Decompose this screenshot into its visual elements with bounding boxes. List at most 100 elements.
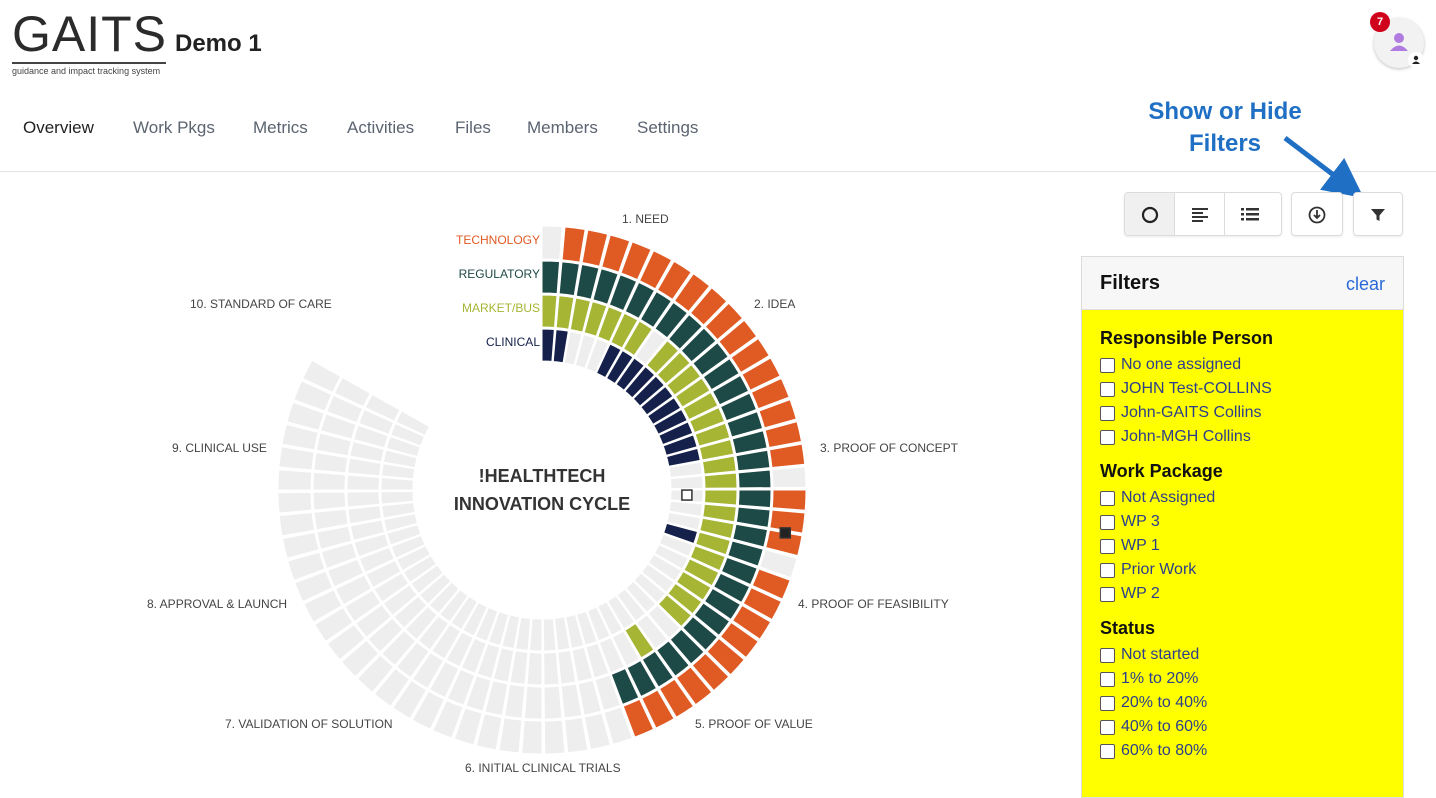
cycle-segment[interactable] <box>693 602 731 637</box>
cycle-segment[interactable] <box>386 524 422 546</box>
cycle-segment[interactable] <box>719 392 758 422</box>
cycle-segment[interactable] <box>605 349 634 385</box>
cycle-segment[interactable] <box>585 338 610 374</box>
cycle-segment[interactable] <box>462 601 489 637</box>
cycle-segment[interactable] <box>768 443 806 469</box>
cycle-segment[interactable] <box>597 306 624 343</box>
cycle-segment[interactable] <box>576 610 598 646</box>
cycle-segment[interactable] <box>560 683 583 719</box>
cycle-segment[interactable] <box>647 553 683 582</box>
list-view-button[interactable] <box>1225 193 1275 235</box>
cycle-segment[interactable] <box>674 377 711 408</box>
cycle-segment[interactable] <box>523 685 543 720</box>
cycle-segment[interactable] <box>682 391 719 421</box>
cycle-segment[interactable] <box>541 328 555 362</box>
cycle-segment[interactable] <box>758 399 797 429</box>
cycle-segment[interactable] <box>543 651 560 686</box>
cycle-segment[interactable] <box>711 374 750 406</box>
cycle-segment[interactable] <box>432 699 464 739</box>
cycle-segment[interactable] <box>611 630 641 667</box>
cycle-segment[interactable] <box>662 434 698 456</box>
cycle-segment[interactable] <box>641 650 675 688</box>
cycle-segment[interactable] <box>625 580 657 613</box>
cycle-segment[interactable] <box>340 639 380 678</box>
cycle-segment[interactable] <box>703 472 738 489</box>
cycle-segment[interactable] <box>698 438 735 461</box>
cycle-segment[interactable] <box>667 582 703 615</box>
cycle-segment[interactable] <box>737 489 772 509</box>
stage-label-5[interactable]: 5. PROOF OF VALUE <box>695 717 813 731</box>
cycle-segment[interactable] <box>358 546 395 574</box>
stage-label-4[interactable]: 4. PROOF OF FEASIBILITY <box>798 597 949 611</box>
cycle-segment[interactable] <box>638 250 673 290</box>
cycle-segment[interactable] <box>719 621 759 659</box>
cycle-segment[interactable] <box>647 604 681 639</box>
tab-metrics[interactable]: Metrics <box>253 118 308 137</box>
cycle-segment[interactable] <box>771 489 807 511</box>
notification-badge[interactable]: 7 <box>1370 12 1390 32</box>
filter-option[interactable]: Not Assigned <box>1100 486 1403 510</box>
cycle-segment[interactable] <box>541 294 558 329</box>
cycle-segment[interactable] <box>646 396 682 426</box>
cycle-segment[interactable] <box>675 666 713 706</box>
cycle-segment[interactable] <box>312 471 347 491</box>
cycle-segment[interactable] <box>561 226 586 263</box>
cycle-segment[interactable] <box>691 652 730 692</box>
checkbox[interactable] <box>1100 743 1115 759</box>
cycle-segment[interactable] <box>411 651 445 690</box>
cycle-segment[interactable] <box>689 287 728 326</box>
cycle-segment[interactable] <box>666 363 702 396</box>
cycle-segment[interactable] <box>356 654 395 693</box>
cycle-segment[interactable] <box>603 706 633 745</box>
cycle-segment[interactable] <box>646 339 680 375</box>
cycle-segment[interactable] <box>555 295 575 330</box>
cycle-segment[interactable] <box>606 594 636 630</box>
cycle-segment[interactable] <box>701 455 737 475</box>
cycle-segment[interactable] <box>383 513 419 533</box>
filter-option[interactable]: 40% to 60% <box>1100 715 1403 739</box>
stage-label-6[interactable]: 6. INITIAL CLINICAL TRIALS <box>465 761 621 775</box>
checkbox[interactable] <box>1100 719 1115 735</box>
download-button[interactable] <box>1292 193 1342 235</box>
cycle-segment[interactable] <box>515 616 532 651</box>
cycle-segment[interactable] <box>381 630 417 667</box>
cycle-segment[interactable] <box>639 290 673 329</box>
cycle-segment[interactable] <box>529 618 543 652</box>
cycle-segment[interactable] <box>334 574 373 606</box>
cycle-segment[interactable] <box>542 617 557 652</box>
tab-settings[interactable]: Settings <box>637 118 699 137</box>
stage-label-7[interactable]: 7. VALIDATION OF SOLUTION <box>225 717 393 731</box>
cycle-segment[interactable] <box>732 523 769 548</box>
cycle-segment[interactable] <box>610 312 639 349</box>
cycle-segment[interactable] <box>654 301 689 339</box>
cycle-segment[interactable] <box>393 595 428 629</box>
cycle-segment[interactable] <box>595 343 622 379</box>
cycle-segment[interactable] <box>428 660 460 699</box>
cycle-segment[interactable] <box>543 685 563 720</box>
filter-option[interactable]: JOHN Test-COLLINS <box>1100 377 1403 401</box>
filter-option[interactable]: 20% to 40% <box>1100 691 1403 715</box>
cycle-segment[interactable] <box>633 572 667 604</box>
cycle-segment[interactable] <box>346 474 381 491</box>
cycle-segment[interactable] <box>293 380 333 412</box>
cycle-segment[interactable] <box>313 508 349 531</box>
cycle-segment[interactable] <box>640 563 675 593</box>
cycle-segment[interactable] <box>569 297 592 333</box>
cycle-segment[interactable] <box>382 449 418 469</box>
cycle-segment[interactable] <box>712 572 751 604</box>
cycle-segment[interactable] <box>765 529 803 557</box>
cycle-segment[interactable] <box>658 421 694 446</box>
cycle-segment[interactable] <box>622 698 655 738</box>
stage-label-8[interactable]: 8. APPROVAL & LAUNCH <box>147 597 287 611</box>
cycle-segment[interactable] <box>326 394 364 424</box>
cycle-segment[interactable] <box>695 531 731 556</box>
cycle-segment[interactable] <box>476 643 501 679</box>
cycle-segment[interactable] <box>278 446 315 471</box>
cycle-segment[interactable] <box>632 375 665 407</box>
cycle-segment[interactable] <box>656 260 692 301</box>
cycle-segment[interactable] <box>355 603 392 638</box>
stage-label-2[interactable]: 2. IDEA <box>754 297 795 311</box>
cycle-segment[interactable] <box>373 667 411 707</box>
cycle-segment[interactable] <box>751 568 791 600</box>
cycle-segment[interactable] <box>668 500 703 517</box>
